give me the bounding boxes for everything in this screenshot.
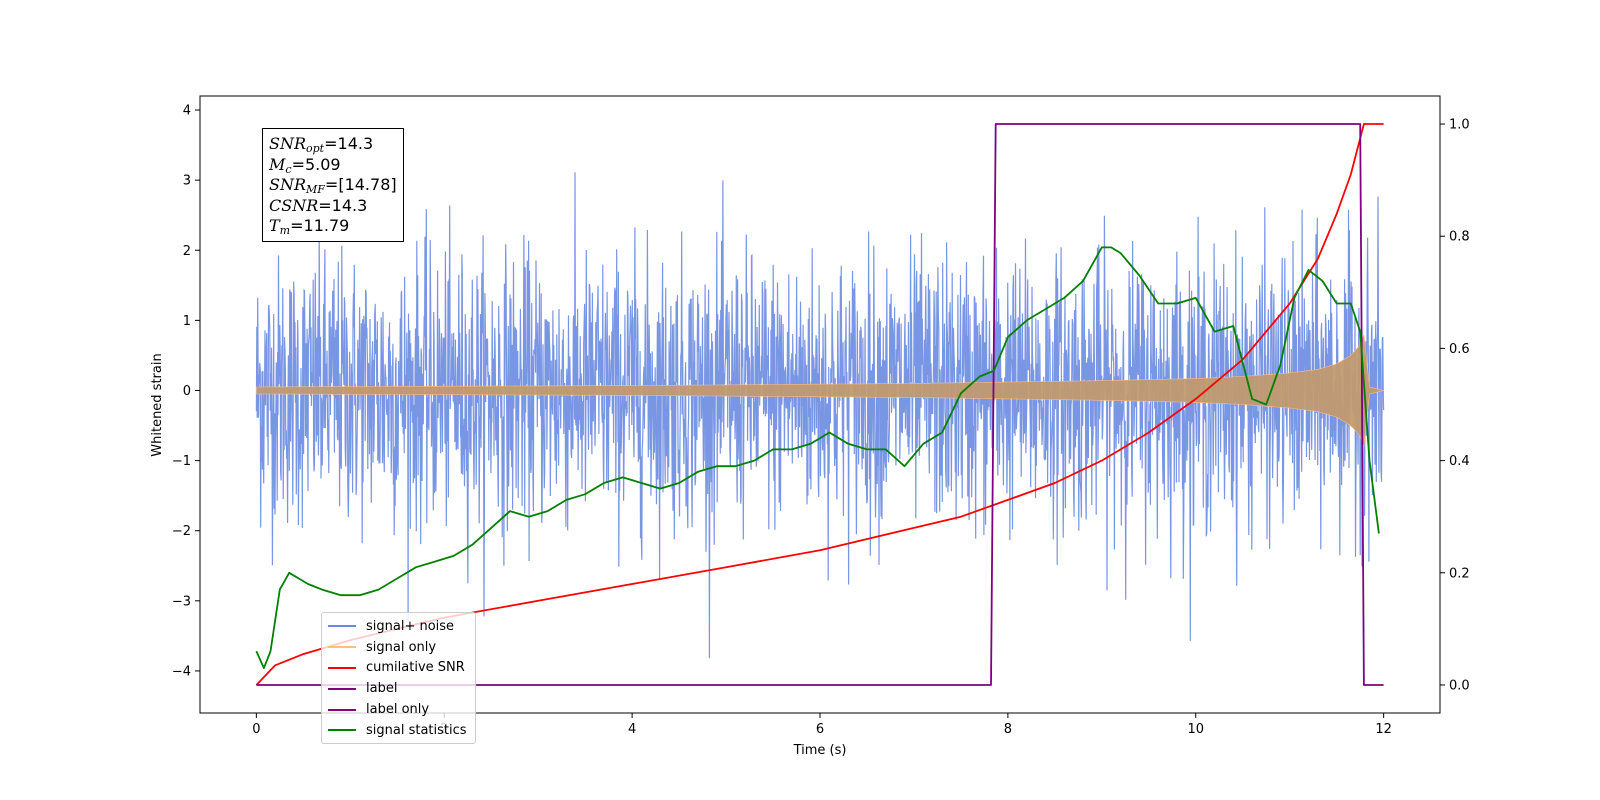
legend-label: signal+ noise: [366, 618, 455, 634]
annotation-line: Mc=5.09: [269, 154, 341, 176]
legend: signal+ noise signal only cumilative SNR la…: [321, 612, 476, 744]
y-left-tick-label: 0: [183, 384, 191, 399]
y-right-tick-label: 0.6: [1449, 342, 1470, 357]
legend-label: cumilative SNR: [366, 660, 465, 676]
y-left-tick-label: 2: [183, 244, 191, 259]
annotation-line: CSNR=14.3: [269, 195, 368, 215]
x-tick-label: 6: [816, 722, 824, 737]
x-tick-label: 0: [252, 722, 260, 737]
y-right-tick-label: 0.0: [1449, 678, 1470, 693]
y-left-tick-label: −3: [172, 594, 191, 609]
y-left-tick-label: 1: [183, 314, 191, 329]
y-left-tick-label: −4: [172, 664, 191, 679]
y-right-tick-label: 1.0: [1449, 118, 1470, 133]
legend-swatch: [328, 625, 356, 628]
legend-item: label only: [328, 699, 467, 720]
series-label: [256, 123, 1384, 686]
x-tick-label: 8: [1004, 722, 1012, 737]
legend-swatch: [328, 729, 356, 732]
legend-swatch: [328, 687, 356, 690]
legend-item: signal only: [328, 637, 467, 658]
legend-label: signal only: [366, 639, 437, 655]
y-left-tick-label: −1: [172, 454, 191, 469]
x-axis-label: Time (s): [793, 743, 847, 758]
y-axis-label: Whitened strain: [150, 353, 165, 456]
legend-swatch: [328, 708, 356, 711]
y-left-tick-label: 3: [183, 174, 191, 189]
series-signal-statistics: [255, 246, 1380, 669]
annotation-box: SNRopt=14.3 Mc=5.09 SNRMF=[14.78] CSNR=14.3…: [262, 128, 404, 242]
annotation-line: Tm=11.79: [269, 216, 350, 237]
y-left-tick-label: 4: [183, 104, 191, 119]
series-signal-only: [256, 334, 1384, 447]
y-left-tick-label: −2: [172, 524, 191, 539]
x-tick-label: 10: [1187, 722, 1204, 737]
y-right-tick-label: 0.4: [1449, 454, 1470, 469]
series-signal-noise: [255, 172, 1385, 659]
annotation-line: SNRopt=14.3: [269, 134, 374, 155]
legend-item: label: [328, 678, 467, 699]
y-right-tick-label: 0.2: [1449, 566, 1470, 581]
annotation-line: SNRMF=[14.78]: [269, 175, 397, 196]
legend-item: signal statistics: [328, 720, 467, 741]
x-tick-label: 12: [1375, 722, 1392, 737]
x-tick-label: 4: [628, 722, 636, 737]
legend-label: label: [366, 681, 398, 697]
legend-item: cumilative SNR: [328, 658, 467, 679]
legend-swatch: [328, 646, 356, 649]
y-axis-right-ticks: 0.0 0.2 0.4 0.6 0.8 1.0: [1440, 118, 1470, 693]
y-axis-left-ticks: −4 −3 −2 −1 0 1 2 3 4: [172, 104, 200, 679]
legend-label: label only: [366, 702, 430, 718]
x-axis-ticks: 024681012: [252, 713, 1392, 737]
legend-label: signal statistics: [366, 722, 467, 738]
legend-swatch: [328, 666, 356, 669]
y-right-tick-label: 0.8: [1449, 230, 1470, 245]
legend-item: signal+ noise: [328, 616, 467, 637]
